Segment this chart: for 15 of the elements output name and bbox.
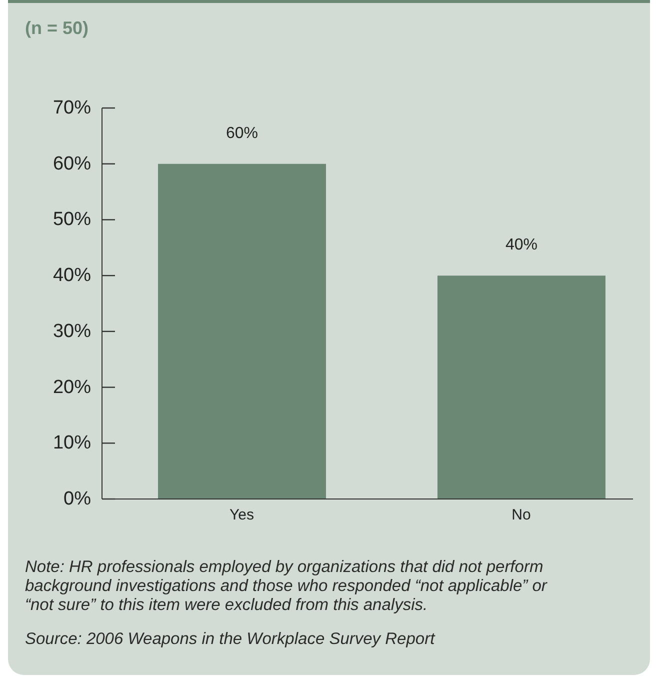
chart-title: (n = 50) — [25, 18, 89, 39]
text: Note: HR professionals employed by organizations that did not perform background investigations and those who responded “not applicable” or “not sure” to this item were excluded from this analysis. — [25, 558, 548, 615]
source-note: Source: 2006 Weapons in the Workplace Survey Report — [25, 630, 436, 649]
y-tick-label: 30% — [52, 320, 92, 342]
y-tick-label: 40% — [52, 265, 92, 286]
y-tick-label: 0% — [64, 488, 92, 510]
data-label: 60% — [226, 124, 258, 142]
x-tick-label: Yes — [229, 506, 254, 524]
y-tick-label: 70% — [52, 98, 92, 118]
y-tick-label: 20% — [52, 376, 92, 398]
y-tick-label: 10% — [52, 432, 92, 454]
x-tick-label: No — [512, 506, 531, 524]
y-tick-label: 60% — [52, 153, 92, 174]
y-tick-label: 50% — [52, 209, 92, 230]
data-label: 40% — [505, 236, 538, 254]
